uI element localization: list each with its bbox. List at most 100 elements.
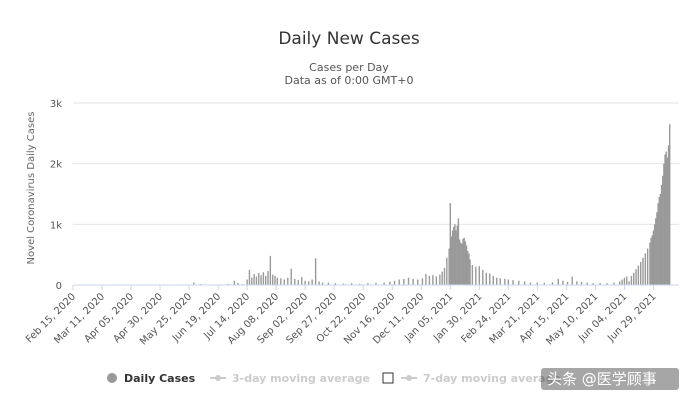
bar[interactable] — [269, 255, 272, 285]
bar[interactable] — [432, 275, 434, 285]
bar[interactable] — [482, 269, 484, 285]
bar[interactable] — [460, 242, 462, 285]
bar[interactable] — [646, 248, 649, 285]
bar[interactable] — [258, 272, 260, 285]
legend-item-3-day-average[interactable]: 3-day moving average — [210, 372, 370, 385]
bar[interactable] — [512, 280, 514, 285]
bar[interactable] — [276, 277, 279, 285]
bar[interactable] — [448, 248, 450, 285]
bar[interactable] — [455, 230, 457, 285]
bar[interactable] — [417, 279, 419, 285]
bar[interactable] — [464, 241, 467, 285]
bar[interactable] — [619, 281, 621, 285]
bar[interactable] — [536, 282, 539, 285]
bar[interactable] — [665, 151, 667, 285]
bar[interactable] — [662, 175, 664, 285]
bar[interactable] — [467, 251, 469, 285]
bar[interactable] — [642, 257, 644, 285]
bar[interactable] — [566, 281, 569, 285]
bar[interactable] — [586, 282, 588, 285]
bar[interactable] — [449, 203, 451, 285]
bar[interactable] — [655, 218, 657, 285]
bar[interactable] — [651, 235, 653, 285]
bar[interactable] — [463, 237, 465, 285]
bar[interactable] — [637, 265, 640, 285]
bar[interactable] — [656, 212, 658, 285]
bar[interactable] — [489, 273, 491, 285]
bar[interactable] — [580, 281, 583, 285]
bar[interactable] — [446, 257, 448, 285]
bar[interactable] — [458, 239, 461, 286]
bar[interactable] — [301, 277, 303, 285]
bar[interactable] — [412, 278, 414, 285]
bar[interactable] — [657, 203, 659, 285]
bar[interactable] — [667, 145, 670, 285]
bar[interactable] — [562, 280, 564, 285]
bar[interactable] — [628, 281, 630, 285]
bar[interactable] — [375, 282, 377, 285]
bar[interactable] — [543, 282, 546, 285]
bar[interactable] — [294, 278, 296, 285]
bar[interactable] — [307, 281, 310, 285]
bar[interactable] — [663, 163, 665, 285]
bar[interactable] — [496, 277, 498, 285]
bar[interactable] — [193, 282, 195, 285]
bar[interactable] — [297, 280, 299, 285]
bar[interactable] — [246, 279, 248, 285]
bar[interactable] — [280, 278, 282, 285]
bar[interactable] — [666, 157, 669, 285]
bar[interactable] — [635, 269, 637, 285]
bar[interactable] — [451, 230, 454, 285]
bar[interactable] — [468, 253, 470, 285]
bar[interactable] — [421, 278, 424, 285]
bar[interactable] — [271, 274, 274, 285]
bar[interactable] — [592, 283, 594, 285]
bar[interactable] — [311, 279, 313, 285]
bar[interactable] — [557, 278, 559, 285]
bar[interactable] — [318, 281, 320, 285]
bar[interactable] — [407, 277, 410, 285]
bar[interactable] — [630, 275, 633, 285]
bar[interactable] — [652, 230, 655, 285]
bar[interactable] — [274, 275, 276, 285]
bar[interactable] — [529, 282, 532, 285]
bar[interactable] — [551, 282, 554, 285]
legend-item-7-day-average[interactable]: 7-day moving average — [382, 372, 561, 385]
bar[interactable] — [462, 238, 464, 285]
bar[interactable] — [287, 277, 289, 285]
bar[interactable] — [606, 283, 608, 285]
bar[interactable] — [398, 279, 400, 285]
bar[interactable] — [342, 283, 345, 285]
bar[interactable] — [304, 280, 306, 285]
legend-checkbox-7-day[interactable] — [382, 372, 394, 384]
bar[interactable] — [443, 268, 446, 285]
bar[interactable] — [403, 278, 405, 285]
bar[interactable] — [435, 276, 438, 285]
bar[interactable] — [653, 224, 656, 285]
legend-item-daily-cases[interactable]: Daily Cases — [107, 372, 196, 385]
bar[interactable] — [659, 194, 662, 285]
bar[interactable] — [428, 275, 431, 285]
bar[interactable] — [227, 283, 230, 285]
bar[interactable] — [439, 274, 441, 285]
bar[interactable] — [262, 272, 265, 285]
bar[interactable] — [457, 218, 460, 285]
bar[interactable] — [389, 281, 391, 285]
bar[interactable] — [321, 282, 324, 285]
bar[interactable] — [260, 275, 262, 285]
bar[interactable] — [475, 266, 477, 285]
bar[interactable] — [367, 283, 369, 285]
bar[interactable] — [248, 269, 251, 285]
bar[interactable] — [576, 281, 578, 285]
bar[interactable] — [660, 184, 663, 285]
bar[interactable] — [658, 197, 660, 285]
bar[interactable] — [265, 275, 267, 285]
bar[interactable] — [383, 282, 385, 285]
bar[interactable] — [359, 283, 361, 285]
bar[interactable] — [504, 278, 506, 285]
bar[interactable] — [633, 272, 635, 285]
bar[interactable] — [469, 259, 471, 285]
bar[interactable] — [599, 282, 601, 285]
bar[interactable] — [441, 271, 443, 285]
bar[interactable] — [425, 274, 427, 285]
